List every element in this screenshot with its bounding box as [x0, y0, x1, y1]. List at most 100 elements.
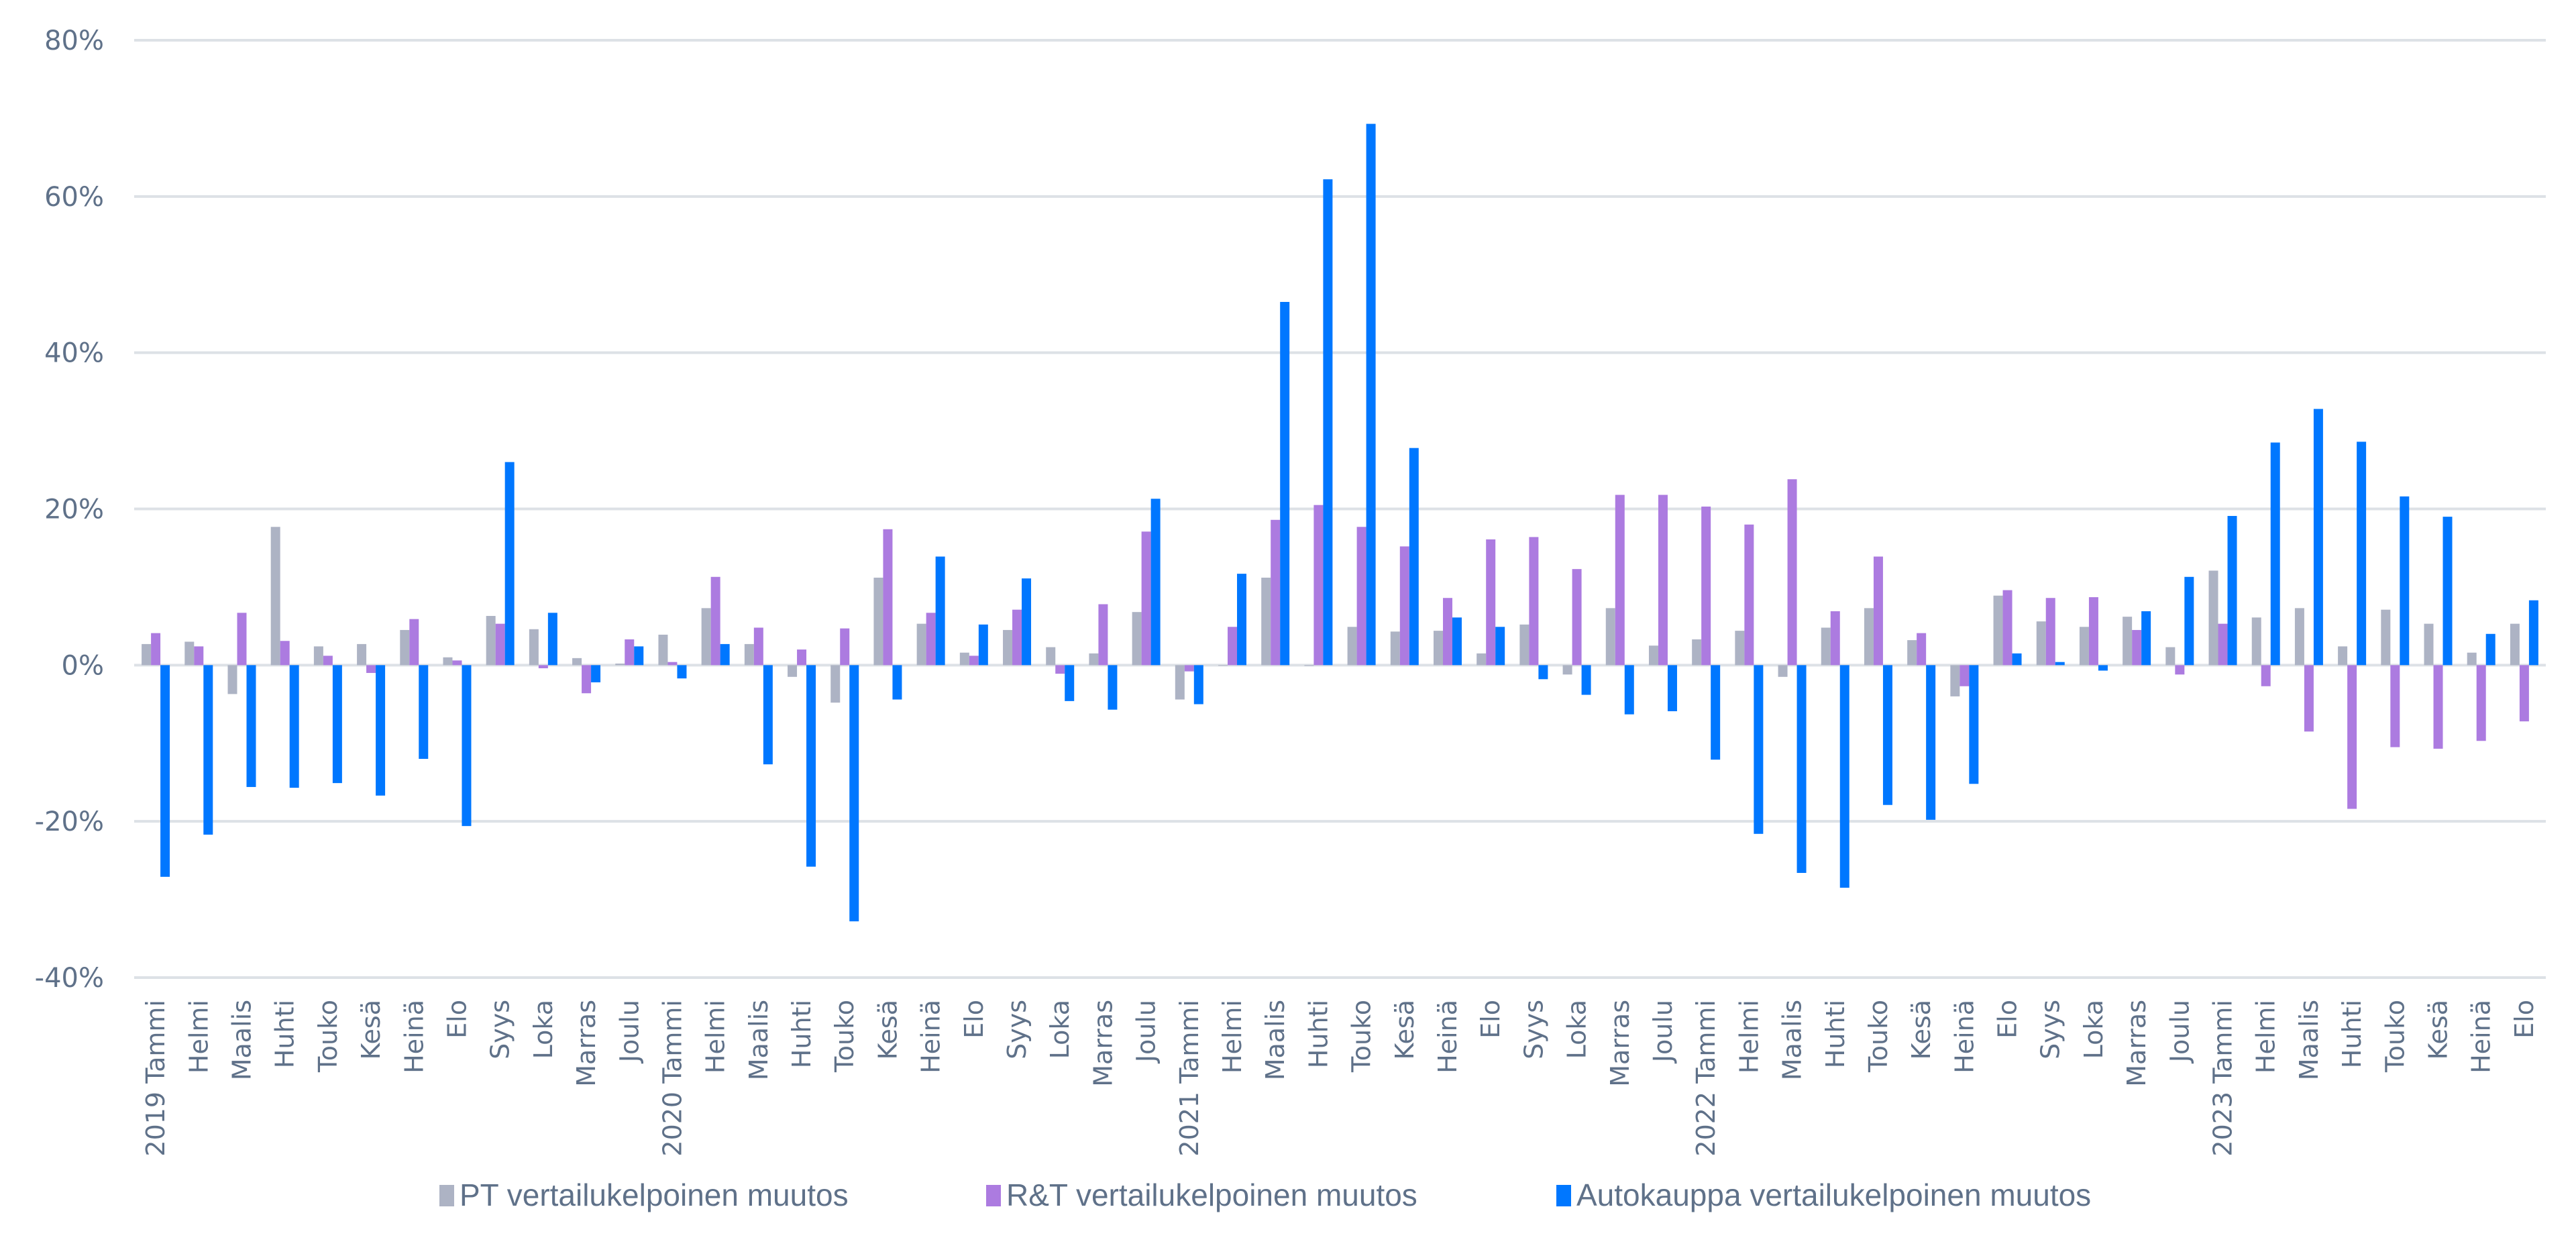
x-tick-label: Elo [1993, 1000, 2023, 1039]
bar-rt [538, 665, 548, 668]
bar-autokauppa [1108, 665, 1118, 710]
x-tick-label: Huhti [270, 1000, 300, 1068]
bar-rt [1529, 537, 1539, 666]
bar-pt [2079, 627, 2089, 666]
x-tick-label: Kesä [1390, 1000, 1419, 1060]
bar-rt [1442, 598, 1452, 666]
y-tick-label: 20% [44, 494, 104, 525]
bar-autokauppa [892, 665, 902, 700]
x-tick-label: Elo [2510, 1000, 2539, 1039]
legend-swatch [439, 1185, 454, 1206]
bar-pt [270, 527, 280, 666]
bar-pt [1950, 665, 1960, 696]
bar-autokauppa [634, 646, 644, 666]
bar-pt [873, 577, 883, 666]
bar-rt [667, 662, 678, 666]
bar-pt [2123, 617, 2133, 666]
bar-rt [1184, 665, 1194, 672]
bar-autokauppa [935, 556, 945, 666]
bar-rt [409, 619, 419, 666]
x-tick-label: Joulu [614, 1000, 644, 1063]
bar-autokauppa [2227, 515, 2237, 666]
bar-pt [184, 641, 195, 666]
bar-pt [1778, 665, 1788, 677]
x-tick-label: Huhti [1821, 1000, 1850, 1068]
bar-pt [1003, 629, 1013, 666]
x-tick-label: Touko [1347, 1000, 1377, 1073]
bar-rt [2304, 665, 2314, 732]
gridlines [134, 39, 2546, 979]
bar-rt [2261, 665, 2271, 686]
x-tick-label: Loka [2079, 1000, 2108, 1059]
bars [142, 123, 2538, 922]
bar-rt [710, 576, 720, 666]
bar-autokauppa [1409, 448, 1419, 666]
bar-rt [323, 656, 333, 666]
bar-rt [2519, 665, 2529, 722]
bar-rt [2476, 665, 2486, 741]
bar-autokauppa [2443, 517, 2453, 666]
legend: PT vertailukelpoinen muutos R&T vertailuk… [439, 1178, 2091, 1212]
bar-autokauppa [2528, 600, 2538, 666]
bar-autokauppa [1926, 665, 1936, 820]
bar-pt [1433, 631, 1443, 666]
bar-autokauppa [978, 624, 988, 666]
bar-rt [1960, 665, 1970, 686]
x-tick-label: Maalis [744, 1000, 773, 1080]
bar-autokauppa [504, 462, 515, 666]
bar-rt [1830, 611, 1840, 666]
bar-autokauppa [376, 665, 386, 796]
bar-pt [959, 652, 969, 666]
bar-pt [443, 657, 453, 666]
bar-pt [744, 643, 754, 666]
bar-autokauppa [1150, 499, 1161, 666]
bar-pt [1089, 653, 1099, 666]
bar-rt [753, 627, 763, 666]
bar-pt [2424, 623, 2434, 666]
x-tick-label: Joulu [2165, 1000, 2194, 1063]
bar-pt [400, 629, 410, 666]
x-tick-label: Marras [2122, 1000, 2151, 1087]
bar-pt [658, 634, 668, 666]
bar-autokauppa [1452, 617, 1462, 666]
bar-rt [1572, 569, 1582, 666]
x-tick-label: Loka [529, 1000, 558, 1059]
bar-pt [701, 608, 711, 666]
bar-rt [2002, 590, 2012, 666]
bar-rt [1098, 604, 1108, 666]
bar-pt [1605, 608, 1615, 666]
bar-autokauppa [2055, 662, 2065, 666]
bar-rt [582, 665, 592, 694]
bar-autokauppa [591, 665, 601, 682]
bar-pt [142, 643, 152, 666]
x-tick-label: 2021 Tammi [1175, 1000, 1204, 1157]
bar-pt [357, 643, 367, 666]
x-tick-label: Helmi [1734, 1000, 1764, 1074]
x-tick-label: Marras [572, 1000, 601, 1087]
bar-pt [313, 646, 323, 666]
x-tick-label: Helmi [701, 1000, 731, 1074]
bar-pt [2294, 608, 2304, 666]
x-tick-label: 2019 Tammi [141, 1000, 170, 1157]
y-tick-label: -40% [35, 963, 104, 994]
x-tick-label: Heinä [399, 1000, 429, 1074]
bar-pt [1477, 653, 1487, 666]
bar-pt [1993, 595, 2003, 666]
bar-autokauppa [677, 665, 687, 679]
bar-pt [529, 629, 539, 666]
bar-pt [2338, 646, 2348, 666]
bar-rt [1658, 494, 1668, 666]
bar-rt [1055, 665, 1065, 674]
bar-pt [1390, 631, 1400, 666]
bar-pt [1304, 665, 1314, 666]
bar-pt [227, 665, 237, 694]
bar-rt [1486, 539, 1496, 666]
bar-pt [2036, 621, 2046, 666]
bar-autokauppa [462, 665, 472, 827]
bar-autokauppa [763, 665, 773, 765]
bar-autokauppa [2098, 665, 2108, 671]
x-tick-label: 2022 Tammi [1691, 1000, 1721, 1157]
x-tick-label: Elo [959, 1000, 989, 1039]
x-tick-label: Marras [1605, 1000, 1635, 1087]
